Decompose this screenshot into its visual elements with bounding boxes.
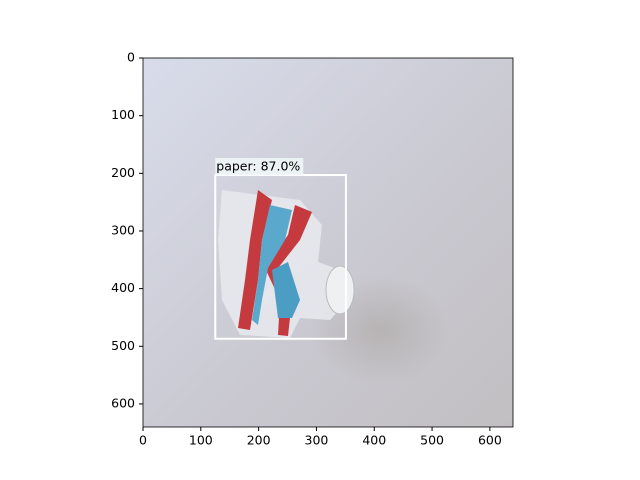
x-tick-label: 300 xyxy=(305,433,329,448)
photo xyxy=(143,58,513,427)
x-tick-label: 100 xyxy=(189,433,213,448)
x-tick-label: 500 xyxy=(420,433,444,448)
x-tick-label: 400 xyxy=(362,433,386,448)
y-tick-label: 100 xyxy=(111,107,135,122)
y-tick-label: 500 xyxy=(111,338,135,353)
y-tick-label: 400 xyxy=(111,280,135,295)
box-label: paper: 87.0% xyxy=(216,159,300,174)
x-tick-label: 200 xyxy=(247,433,271,448)
x-tick-label: 600 xyxy=(478,433,502,448)
y-tick-label: 0 xyxy=(127,50,135,65)
x-tick-label: 0 xyxy=(139,433,147,448)
y-tick-label: 300 xyxy=(111,222,135,237)
y-tick-label: 200 xyxy=(111,165,135,180)
label-background xyxy=(215,158,304,176)
y-tick-label: 600 xyxy=(111,395,135,410)
axes-frame xyxy=(142,57,514,428)
